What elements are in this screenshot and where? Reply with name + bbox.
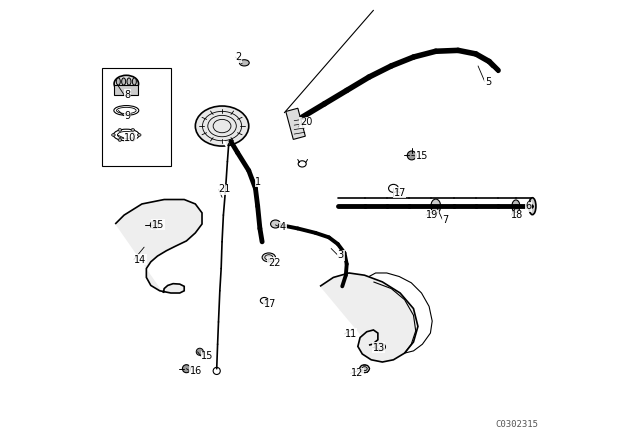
Ellipse shape <box>262 253 275 262</box>
Ellipse shape <box>118 129 122 131</box>
Ellipse shape <box>338 285 347 292</box>
Text: 1: 1 <box>255 177 262 187</box>
Text: 5: 5 <box>484 77 491 86</box>
Text: 17: 17 <box>394 188 406 198</box>
Polygon shape <box>115 199 202 293</box>
Ellipse shape <box>512 200 520 212</box>
Ellipse shape <box>271 220 280 228</box>
Text: 20: 20 <box>300 117 312 128</box>
Text: 15: 15 <box>201 351 214 361</box>
Text: 3: 3 <box>338 250 344 260</box>
Text: 8: 8 <box>124 90 130 100</box>
Ellipse shape <box>114 75 139 92</box>
Ellipse shape <box>132 78 136 85</box>
Ellipse shape <box>138 134 141 136</box>
Ellipse shape <box>431 199 441 213</box>
Ellipse shape <box>529 198 536 215</box>
Circle shape <box>182 365 191 373</box>
Text: C0302315: C0302315 <box>495 420 538 429</box>
Ellipse shape <box>375 343 385 351</box>
Text: 2: 2 <box>236 52 242 62</box>
Text: 15: 15 <box>416 151 428 161</box>
Ellipse shape <box>111 134 115 136</box>
Ellipse shape <box>118 138 122 141</box>
Text: 13: 13 <box>372 343 385 353</box>
Text: 7: 7 <box>442 215 449 224</box>
Ellipse shape <box>131 138 134 141</box>
Text: 10: 10 <box>124 133 136 143</box>
Ellipse shape <box>122 78 125 85</box>
Text: 21: 21 <box>218 184 231 194</box>
Text: 11: 11 <box>344 329 356 339</box>
Text: 19: 19 <box>426 210 438 220</box>
Ellipse shape <box>116 78 120 85</box>
Bar <box>115 85 138 95</box>
Text: 14: 14 <box>134 254 146 265</box>
Circle shape <box>196 348 204 355</box>
Text: 6: 6 <box>525 201 532 211</box>
Ellipse shape <box>195 106 249 146</box>
Text: 9: 9 <box>124 111 130 121</box>
Text: 22: 22 <box>268 258 280 268</box>
Text: 18: 18 <box>511 210 524 220</box>
Ellipse shape <box>239 60 249 66</box>
Text: 12: 12 <box>351 368 364 378</box>
Ellipse shape <box>127 78 131 85</box>
Circle shape <box>407 151 416 160</box>
Ellipse shape <box>131 129 134 131</box>
Text: 15: 15 <box>152 220 164 230</box>
Circle shape <box>150 221 158 229</box>
Polygon shape <box>320 273 418 362</box>
Ellipse shape <box>360 365 369 373</box>
Bar <box>102 68 171 166</box>
Bar <box>286 108 305 139</box>
Text: 17: 17 <box>264 299 276 309</box>
Text: 4: 4 <box>280 222 286 232</box>
Text: 16: 16 <box>190 366 202 376</box>
